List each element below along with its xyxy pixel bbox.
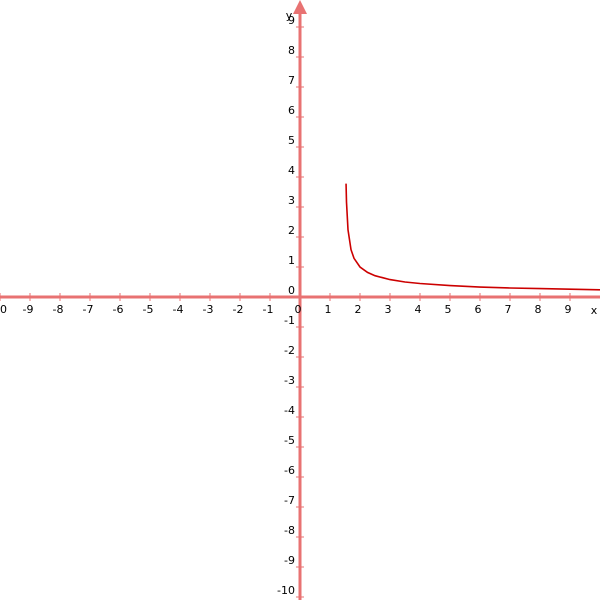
x-tick-label: 7 xyxy=(505,303,512,316)
y-axis-label: y xyxy=(286,9,293,22)
y-tick-label: -10 xyxy=(277,584,295,597)
y-tick-label: 6 xyxy=(288,104,295,117)
y-tick-label: 8 xyxy=(288,44,295,57)
y-tick-label: 1 xyxy=(288,254,295,267)
y-tick-label: 4 xyxy=(288,164,295,177)
x-tick-label: -5 xyxy=(143,303,154,316)
x-tick-label: -3 xyxy=(203,303,214,316)
x-tick-label: 9 xyxy=(565,303,572,316)
x-tick-label: 8 xyxy=(535,303,542,316)
y-tick-label: -4 xyxy=(284,404,295,417)
y-tick-label: -6 xyxy=(284,464,295,477)
y-tick-label: -3 xyxy=(284,374,295,387)
curve xyxy=(345,183,601,291)
x-tick-label: 2 xyxy=(355,303,362,316)
x-tick-label: 1 xyxy=(325,303,332,316)
y-tick-label: -8 xyxy=(284,524,295,537)
y-tick-label: 2 xyxy=(288,224,295,237)
y-tick-label: -9 xyxy=(284,554,295,567)
y-tick-label: 3 xyxy=(288,194,295,207)
x-tick-label: -2 xyxy=(233,303,244,316)
y-tick-label: -1 xyxy=(284,314,295,327)
x-tick-label: 4 xyxy=(415,303,422,316)
x-tick-label: -10 xyxy=(0,303,7,316)
x-tick-label: -6 xyxy=(113,303,124,316)
x-tick-label: 0 xyxy=(295,303,302,316)
y-tick-label: 7 xyxy=(288,74,295,87)
y-tick-label: -2 xyxy=(284,344,295,357)
x-tick-label: -8 xyxy=(53,303,64,316)
y-tick-label: 5 xyxy=(288,134,295,147)
y-tick-label: -7 xyxy=(284,494,295,507)
y-tick-label: 9 xyxy=(288,14,295,27)
x-tick-label: -7 xyxy=(83,303,94,316)
x-tick-label: -1 xyxy=(263,303,274,316)
x-tick-label: 3 xyxy=(385,303,392,316)
y-tick-label: 0 xyxy=(288,284,295,297)
x-axis-label: x xyxy=(591,304,598,317)
x-tick-label: -9 xyxy=(23,303,34,316)
y-tick-label: -5 xyxy=(284,434,295,447)
x-tick-label: 6 xyxy=(475,303,482,316)
x-tick-label: 5 xyxy=(445,303,452,316)
x-tick-label: -4 xyxy=(173,303,184,316)
